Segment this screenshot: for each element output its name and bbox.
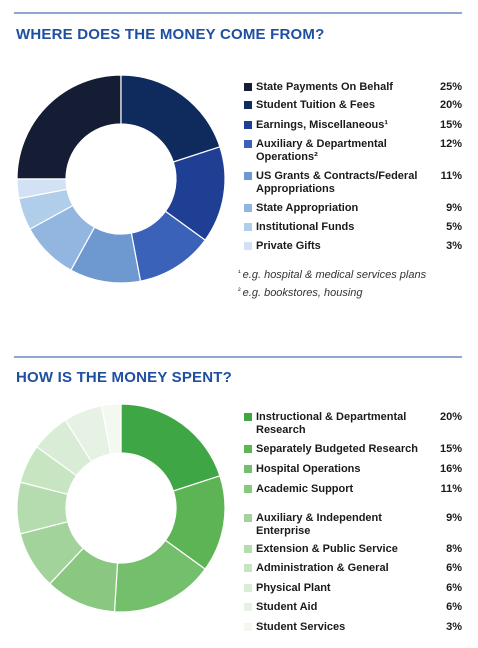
legend-label: Student Tuition & Fees <box>256 99 375 111</box>
legend-label: Institutional Funds <box>256 221 355 233</box>
legend-label: Extension & Public Service <box>256 543 398 555</box>
legend-label: Physical Plant <box>256 582 331 594</box>
legend-label: Student Aid <box>256 601 318 613</box>
legend-swatch <box>244 584 252 592</box>
legend-value: 11% <box>440 483 462 495</box>
legend-value: 6% <box>446 562 462 574</box>
legend-label: Student Services <box>256 621 346 633</box>
legend-value: 8% <box>446 543 462 555</box>
legend-swatch <box>244 223 252 231</box>
legend-label: Private Gifts <box>256 240 321 252</box>
legend-value: 6% <box>446 601 462 613</box>
legend-swatch <box>244 242 252 250</box>
legend-label: Earnings, Miscellaneous¹ <box>256 119 389 131</box>
legend-swatch <box>244 623 252 631</box>
donut-slice <box>16 178 68 200</box>
donut-slice <box>120 74 221 163</box>
legend-label: State Appropriation <box>256 202 359 214</box>
legend-swatch <box>244 172 252 180</box>
legend-swatch <box>244 204 252 212</box>
footnote-marker: ² <box>238 286 241 295</box>
legend-swatch <box>244 545 252 553</box>
legend-swatch <box>244 445 252 453</box>
donut-slice <box>16 74 122 180</box>
legend-swatch <box>244 140 252 148</box>
legend-label: Hospital Operations <box>256 463 361 475</box>
legend-swatch <box>244 514 252 522</box>
legend-label: State Payments On Behalf <box>256 81 393 93</box>
legend-value: 12% <box>439 138 462 150</box>
legend-label: Administration & General <box>256 562 389 574</box>
chart-title: HOW IS THE MONEY SPENT? <box>16 369 232 386</box>
legend-label: Academic Support <box>256 483 354 495</box>
legend-value: 9% <box>446 512 462 524</box>
footnote-text: e.g. hospital & medical services plans <box>242 269 427 281</box>
legend-label: Instructional & Departmental Research <box>256 411 407 436</box>
legend-value: 3% <box>446 621 462 633</box>
donut-slice <box>100 403 122 455</box>
legend-swatch <box>244 564 252 572</box>
footnote: ² e.g. bookstores, housing <box>238 286 363 299</box>
legend-swatch <box>244 101 252 109</box>
legend-swatch <box>244 485 252 493</box>
legend-label: US Grants & Contracts/Federal Appropriat… <box>256 170 418 195</box>
legend-label: Auxiliary & Independent Enterprise <box>256 512 382 537</box>
footnote-text: e.g. bookstores, housing <box>242 287 363 299</box>
legend-swatch <box>244 603 252 611</box>
legend-value: 6% <box>446 582 462 594</box>
legend-swatch <box>244 413 252 421</box>
legend-value: 15% <box>439 119 462 131</box>
donut-slice <box>120 403 221 492</box>
legend-value: 3% <box>446 240 462 252</box>
legend-value: 20% <box>439 99 462 111</box>
legend-value: 15% <box>439 443 462 455</box>
chart-title: WHERE DOES THE MONEY COME FROM? <box>16 26 324 43</box>
footnote-marker: ¹ <box>238 268 241 277</box>
legend-swatch <box>244 465 252 473</box>
legend-value: 5% <box>446 221 462 233</box>
legend-value: 20% <box>439 411 462 423</box>
legend-value: 11% <box>440 170 462 182</box>
legend-swatch <box>244 121 252 129</box>
legend-value: 25% <box>439 81 462 93</box>
legend-label: Auxiliary & Departmental Operations² <box>256 138 387 163</box>
legend-value: 9% <box>446 202 462 214</box>
legend-value: 16% <box>439 463 462 475</box>
legend-label: Separately Budgeted Research <box>256 443 419 455</box>
footnote: ¹ e.g. hospital & medical services plans <box>238 268 426 281</box>
legend-swatch <box>244 83 252 91</box>
